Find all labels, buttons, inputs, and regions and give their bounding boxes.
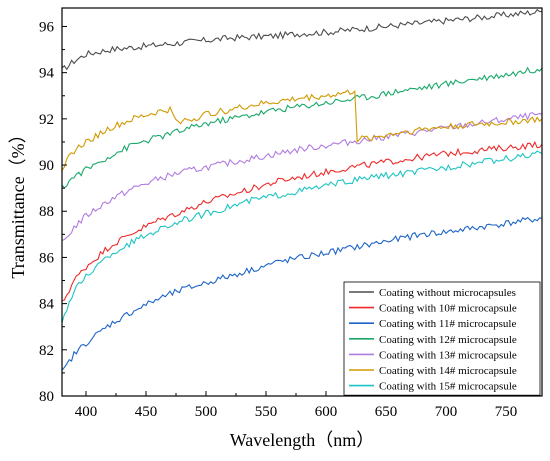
legend-entry: Coating with 12# microcapsule: [379, 334, 517, 346]
legend-entry: Coating with 15# microcapsule: [379, 381, 517, 393]
series-line-5: [61, 111, 543, 241]
x-tick-label: 700: [435, 404, 458, 420]
legend-entry: Coating with 14# microcapsule: [379, 365, 517, 377]
series-line-3: [61, 216, 543, 371]
series-line-2: [61, 140, 543, 302]
y-axis-label: Transmittance（%）: [8, 125, 28, 278]
x-tick-label: 450: [135, 404, 158, 420]
legend-box: [343, 281, 541, 396]
legend-entry: Coating with 13# microcapsule: [379, 349, 517, 361]
x-tick-label: 500: [195, 404, 218, 420]
legend-entry: Coating without microcapsules: [379, 287, 516, 299]
series-line-7: [61, 150, 543, 323]
legend: Coating without microcapsules Coating wit…: [343, 281, 541, 396]
x-tick-label: 550: [255, 404, 278, 420]
plot-lines: [61, 8, 543, 371]
y-tick-label: 92: [39, 112, 54, 128]
x-tick-label: 400: [75, 404, 98, 420]
y-tick-label: 84: [39, 297, 55, 313]
x-tick-label: 600: [315, 404, 338, 420]
series-line-4: [61, 66, 543, 189]
y-tick-label: 82: [39, 343, 54, 359]
y-tick-label: 94: [39, 66, 55, 82]
series-line-6: [61, 89, 543, 171]
y-tick-label: 80: [39, 389, 54, 405]
y-tick-label: 90: [39, 158, 54, 174]
axes: 400 450 500 550 600 650 700 750 80 82 84 86 88 90 92 94…: [39, 19, 537, 420]
x-tick-label: 650: [375, 404, 398, 420]
y-tick-label: 96: [39, 19, 55, 35]
plot-frame: [61, 7, 543, 397]
legend-entry: Coating with 11# microcapsule: [379, 318, 516, 330]
y-tick-label: 86: [39, 250, 55, 266]
x-tick-label: 750: [495, 404, 518, 420]
y-tick-label: 88: [39, 204, 54, 220]
series-line-1: [61, 8, 543, 71]
legend-entry: Coating with 10# microcapsule: [379, 303, 517, 315]
x-axis-label: Wavelength（nm）: [230, 430, 375, 450]
